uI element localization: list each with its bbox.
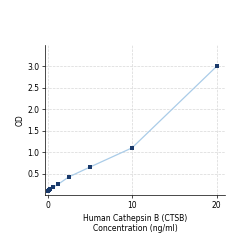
Point: [46, 189, 50, 193]
Point: [214, 64, 218, 68]
Point: [51, 185, 55, 189]
Y-axis label: OD: OD: [16, 114, 24, 126]
Point: [47, 188, 51, 192]
Point: [56, 182, 60, 186]
Point: [88, 165, 92, 169]
Point: [67, 175, 71, 179]
Point: [48, 187, 52, 191]
X-axis label: Human Cathepsin B (CTSB)
Concentration (ng/ml): Human Cathepsin B (CTSB) Concentration (…: [83, 214, 187, 233]
Point: [130, 146, 134, 150]
